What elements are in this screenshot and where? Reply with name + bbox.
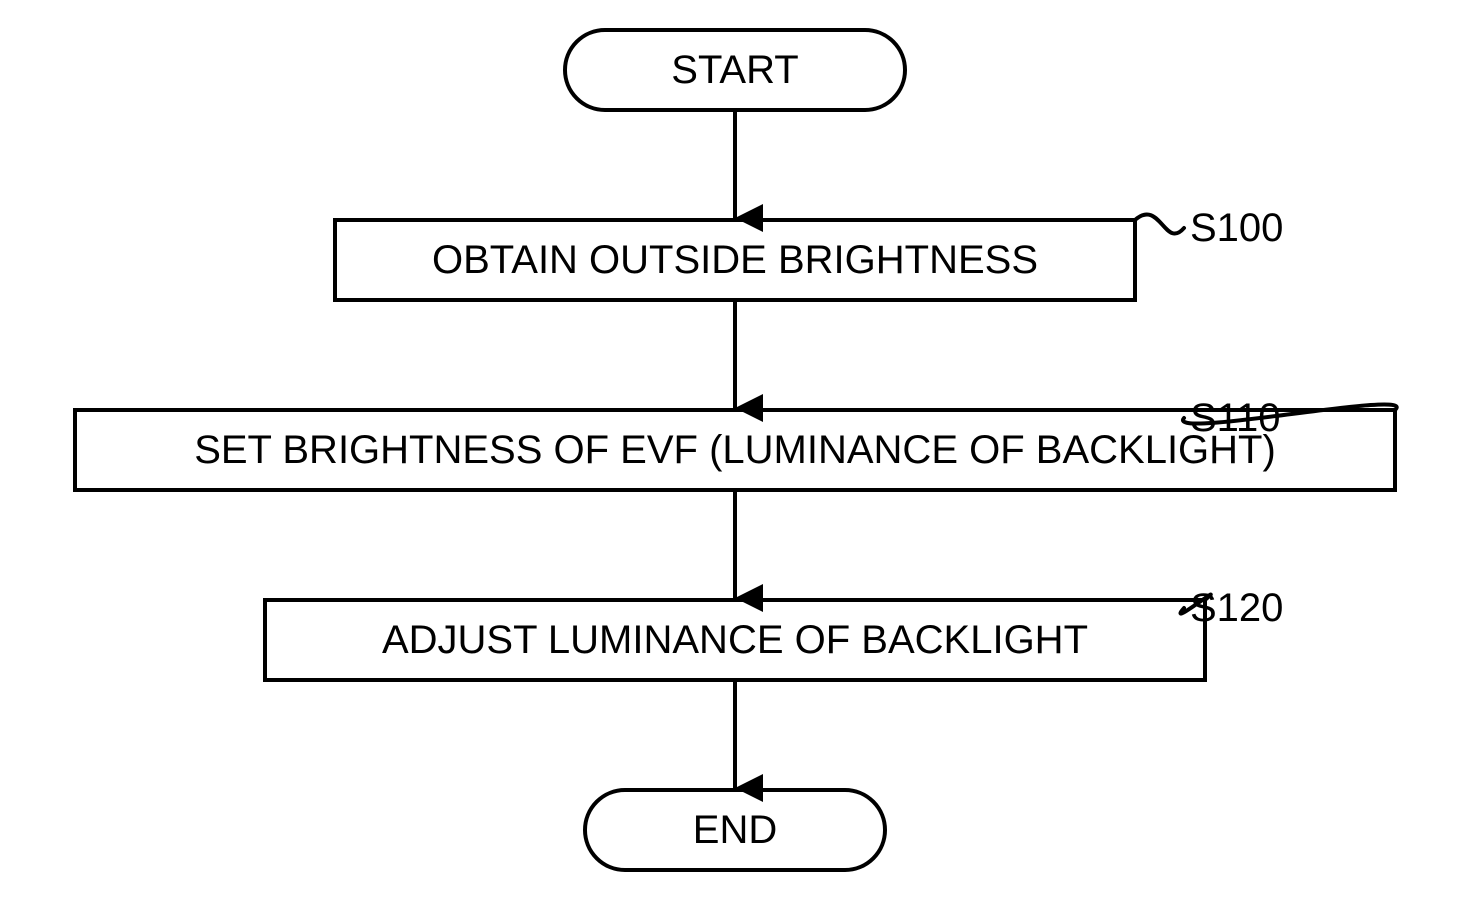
ref-label-s100: S100 — [1190, 206, 1283, 250]
ref-label-s120: S120 — [1190, 586, 1283, 630]
process-s110-text: SET BRIGHTNESS OF EVF (LUMINANCE OF BACK… — [194, 428, 1276, 472]
process-s120-text: ADJUST LUMINANCE OF BACKLIGHT — [382, 618, 1088, 662]
ref-label-s110: S110 — [1190, 396, 1280, 440]
end-node-label: END — [693, 808, 777, 852]
start-node-label: START — [671, 48, 798, 92]
process-s100-text: OBTAIN OUTSIDE BRIGHTNESS — [432, 238, 1038, 282]
